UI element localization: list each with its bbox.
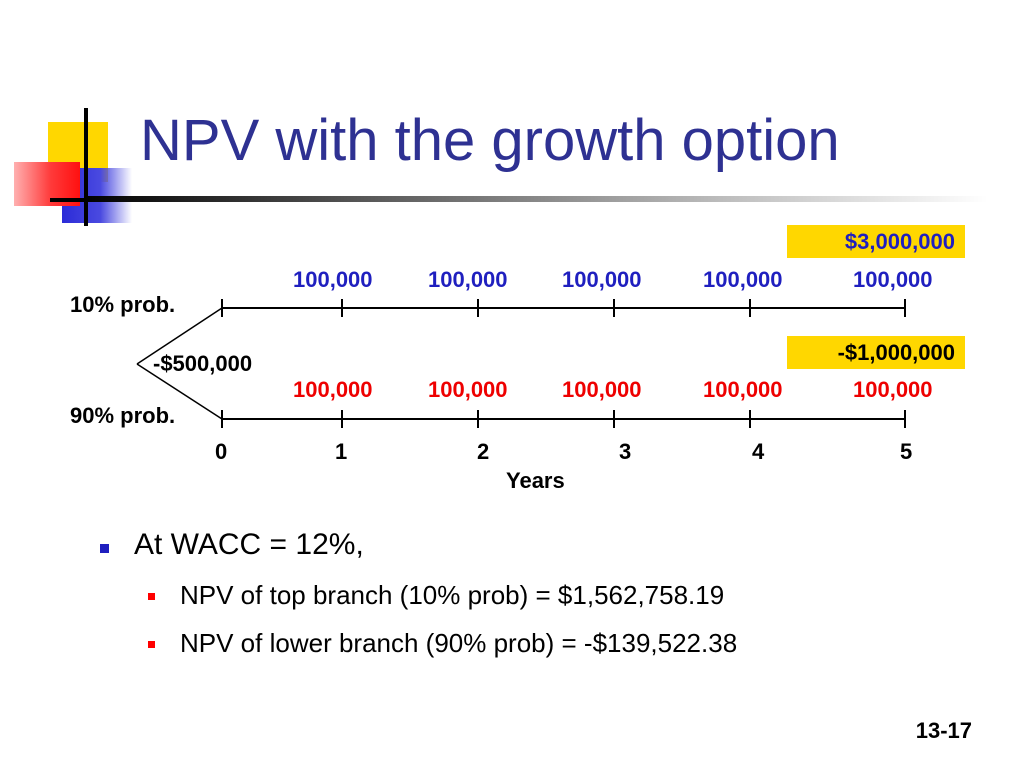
red-bullet-icon — [148, 593, 155, 600]
top-cash-flow-1: 100,000 — [293, 267, 373, 292]
top-cash-flow-3: 100,000 — [562, 267, 642, 292]
slide-number: 13-17 — [915, 718, 972, 743]
slide-title: NPV with the growth option — [140, 108, 840, 173]
logo-vertical-line — [84, 108, 88, 226]
bullet-sub-1-text: NPV of top branch (10% prob) = $1,562,75… — [180, 580, 725, 610]
title-underline — [84, 196, 988, 202]
year-label-2: 2 — [477, 439, 490, 464]
bottom-cash-flow-5: 100,000 — [853, 377, 933, 402]
initial-outlay: -$500,000 — [153, 351, 253, 376]
axis-label-years: Years — [506, 468, 565, 493]
bottom-cash-flow-3: 100,000 — [562, 377, 642, 402]
top-cash-flow-5: 100,000 — [853, 267, 933, 292]
bottom-extra-flow: -$1,000,000 — [787, 336, 965, 369]
year-label-4: 4 — [752, 439, 765, 464]
year-label-0: 0 — [215, 439, 228, 464]
bottom-prob-label: 90% prob. — [70, 403, 176, 428]
bottom-branch-line — [136, 363, 223, 420]
top-prob-label: 10% prob. — [70, 292, 176, 317]
blue-bullet-icon — [100, 544, 109, 553]
top-branch-line — [136, 307, 223, 365]
year-label-1: 1 — [335, 439, 348, 464]
year-label-3: 3 — [619, 439, 632, 464]
bullet-main-text: At WACC = 12%, — [134, 528, 364, 561]
year-label-5: 5 — [900, 439, 913, 464]
top-cash-flow-4: 100,000 — [703, 267, 783, 292]
bottom-cash-flow-1: 100,000 — [293, 377, 373, 402]
red-bullet-icon — [148, 641, 155, 648]
bottom-cash-flow-4: 100,000 — [703, 377, 783, 402]
bullet-sub-2-text: NPV of lower branch (90% prob) = -$139,5… — [180, 628, 738, 658]
bottom-cash-flow-2: 100,000 — [428, 377, 508, 402]
top-extra-flow: $3,000,000 — [787, 225, 965, 258]
top-cash-flow-2: 100,000 — [428, 267, 508, 292]
